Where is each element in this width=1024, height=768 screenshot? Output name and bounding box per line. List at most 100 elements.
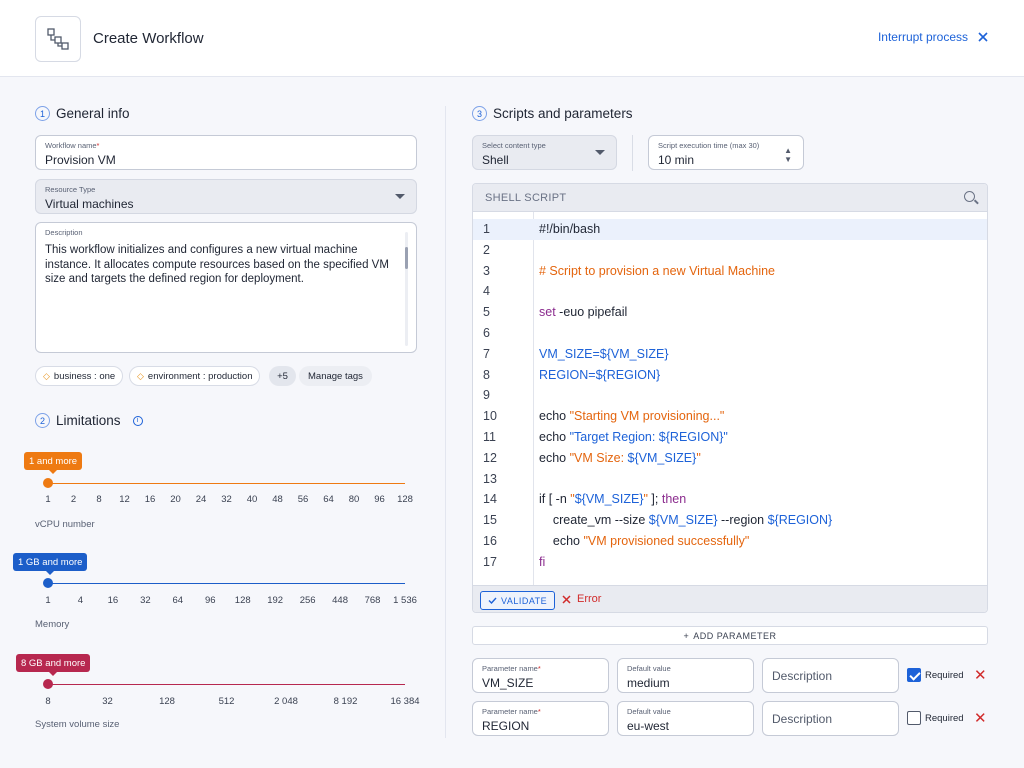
script-editor[interactable]: SHELL SCRIPT 1 #!/bin/bash 2 3 # Script to p… [472, 183, 988, 613]
line-number: 3 [483, 263, 490, 278]
workflow-name-value: Provision VM [45, 153, 116, 167]
line-number: 4 [483, 284, 490, 299]
required-marker: * [537, 664, 541, 673]
code-line: 10 echo "Starting VM provisioning..." [473, 406, 987, 427]
tick-label: 96 [374, 494, 385, 505]
parameter-description-field[interactable]: Description [762, 658, 899, 693]
code-text: echo "VM Size: ${VM_SIZE}" [539, 450, 701, 465]
tick-label: 20 [170, 494, 181, 505]
add-parameter-button[interactable]: + ADD PARAMETER [472, 626, 988, 645]
code-text: if [ -n "${VM_SIZE}" ]; then [539, 492, 687, 507]
execution-time-value: 10 min [658, 153, 695, 167]
memory-slider-track[interactable] [48, 583, 405, 584]
required-checkbox[interactable] [907, 668, 921, 682]
line-number: 16 [483, 534, 497, 548]
workflow-icon [35, 16, 81, 62]
search-icon[interactable] [964, 191, 975, 202]
stepper-arrows-icon[interactable]: ▲ ▼ [784, 146, 792, 164]
vcpu-slider-track[interactable] [48, 483, 405, 484]
code-line: 12 echo "VM Size: ${VM_SIZE}" [473, 448, 987, 469]
tag-icon: ◇ [43, 370, 50, 381]
content-type-value: Shell [482, 153, 509, 167]
tick-label: 768 [364, 595, 381, 606]
info-icon[interactable]: i [132, 415, 143, 426]
tick-label: 1 [45, 494, 51, 505]
required-label: Required [925, 670, 964, 681]
tag-chip[interactable]: ◇ business : one [35, 366, 124, 386]
code-text: create_vm --size ${VM_SIZE} --region ${R… [539, 513, 833, 528]
memory-slider-handle[interactable] [43, 578, 53, 588]
default-value-value: eu-west [627, 719, 670, 733]
code-line: 7 VM_SIZE=${VM_SIZE} [473, 344, 987, 365]
tick-label: 1 536 [393, 595, 417, 606]
column-divider [445, 106, 446, 738]
resource-type-select[interactable]: Resource Type Virtual machines [35, 179, 417, 214]
interrupt-process-button[interactable]: Interrupt process [878, 30, 988, 44]
volume-slider-track[interactable] [48, 684, 405, 685]
plus-icon: + [683, 630, 690, 641]
more-tags-badge[interactable]: +5 [269, 366, 296, 386]
tick-label: 12 [119, 494, 130, 505]
line-gutter [473, 212, 534, 585]
code-line: 4 [473, 281, 987, 302]
required-marker: * [96, 141, 100, 150]
tick-label: 8 [45, 696, 51, 707]
scrollbar-thumb[interactable] [405, 247, 408, 269]
field-label: Resource Type [45, 185, 96, 194]
vcpu-label: vCPU number [35, 519, 95, 530]
code-text: fi [539, 554, 546, 569]
tick-label: 8 192 [333, 696, 358, 707]
editor-title: SHELL SCRIPT [485, 192, 567, 204]
tick-label: 80 [348, 494, 360, 505]
parameter-name-field[interactable]: Parameter name* REGION [472, 701, 609, 736]
code-line: 3 # Script to provision a new Virtual Mac… [473, 261, 987, 282]
tick-label: 8 [96, 494, 102, 505]
scrollbar[interactable] [405, 232, 408, 346]
validate-button[interactable]: VALIDATE [480, 591, 556, 610]
tag-icon: ◇ [137, 370, 144, 381]
section-title: Limitations [56, 413, 121, 428]
workflow-name-field[interactable]: Workflow name* Provision VM [35, 135, 417, 170]
manage-tags-button[interactable]: Manage tags [299, 366, 372, 386]
parameter-name-field[interactable]: Parameter name* VM_SIZE [472, 658, 609, 693]
tick-label: 32 [221, 494, 232, 505]
tick-label: 256 [299, 595, 316, 606]
remove-icon[interactable]: ✕ [974, 710, 987, 727]
tick-label: 32 [140, 595, 151, 606]
tick-label: 32 [102, 696, 113, 707]
chevron-down-icon [395, 193, 405, 199]
tick-label: 16 384 [390, 696, 420, 707]
default-value-field[interactable]: Default value medium [617, 658, 754, 693]
tag-chip[interactable]: ◇ environment : production [129, 366, 261, 386]
step-number: 1 [35, 106, 50, 121]
default-value-field[interactable]: Default value eu-west [617, 701, 754, 736]
code-text: echo "Starting VM provisioning..." [539, 409, 725, 424]
separator [632, 135, 633, 171]
required-checkbox[interactable] [907, 711, 921, 725]
content-type-select[interactable]: Select content type Shell [472, 135, 617, 170]
tick-label: 1 [45, 595, 51, 606]
line-number: 9 [483, 388, 490, 403]
line-number: 7 [483, 346, 490, 361]
code-line: 14 if [ -n "${VM_SIZE}" ]; then [473, 489, 987, 510]
volume-slider-handle[interactable] [43, 679, 53, 689]
tick-label: 4 [77, 595, 84, 606]
parameter-description-field[interactable]: Description [762, 701, 899, 736]
error-label: Error [577, 593, 602, 605]
required-marker: * [537, 707, 541, 716]
code-line: 17 fi [473, 552, 987, 573]
chevron-down-icon [595, 149, 605, 155]
validation-status: Error [562, 593, 601, 605]
field-label: Default value [627, 664, 671, 673]
description-textarea[interactable]: Description This workflow initializes an… [35, 222, 417, 353]
field-label: Select content type [482, 141, 546, 150]
default-value-value: medium [627, 676, 670, 690]
parameter-name-value: REGION [482, 719, 530, 733]
vcpu-slider-handle[interactable] [43, 478, 53, 488]
remove-icon[interactable]: ✕ [974, 667, 987, 684]
execution-time-field[interactable]: Script execution time (max 30) 10 min ▲ ▼ [648, 135, 804, 170]
field-label: Description [45, 228, 83, 237]
tick-label: 40 [246, 494, 258, 505]
tick-label: 96 [204, 595, 216, 606]
tick-label: 2 048 [274, 696, 298, 707]
